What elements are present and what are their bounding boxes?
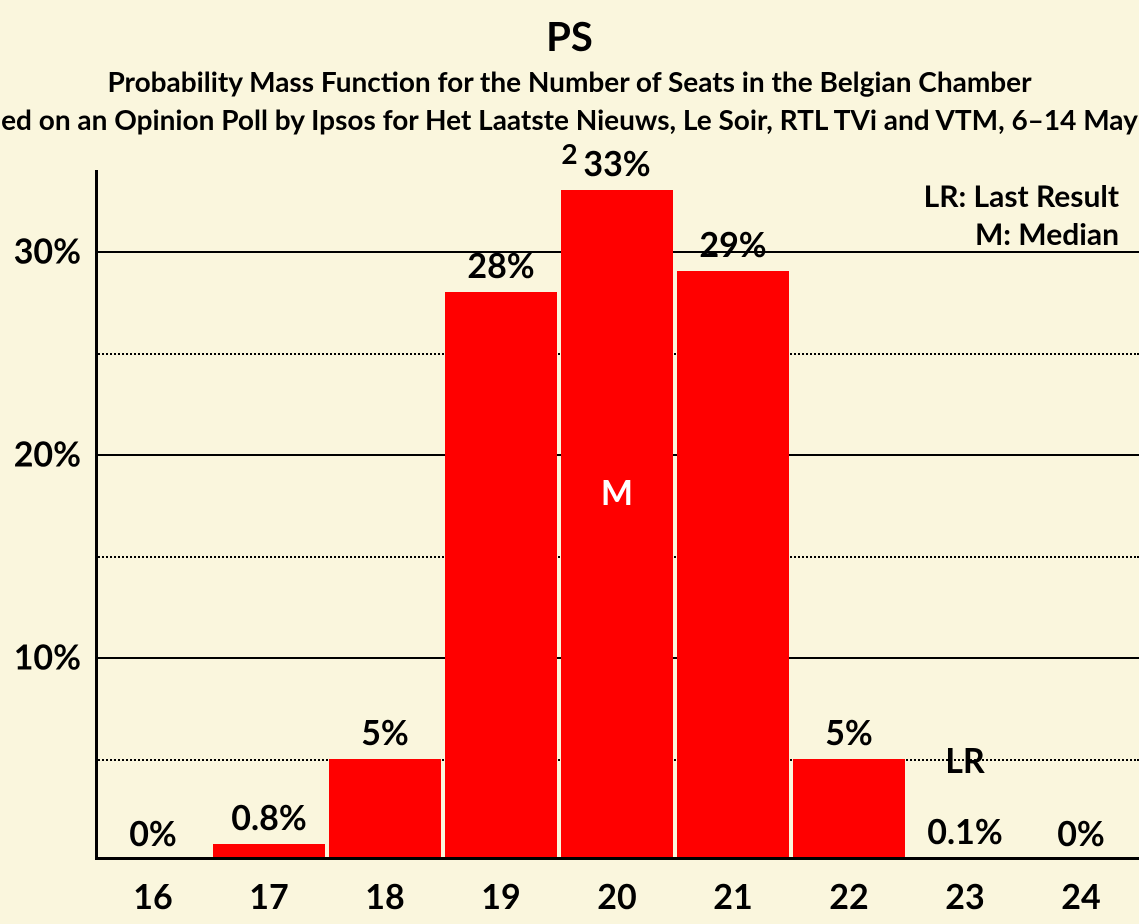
x-tick-label: 24 <box>1061 860 1100 917</box>
bar-value-label: 28% <box>467 245 534 286</box>
bar-value-label: 0.8% <box>231 797 306 838</box>
bar <box>793 759 906 860</box>
y-tick-label: 30% <box>14 231 95 272</box>
bar-value-label: 5% <box>361 712 409 753</box>
bar-value-label: 0.1% <box>927 811 1002 852</box>
x-axis <box>95 857 1139 860</box>
bar-value-label: 29% <box>699 224 766 265</box>
x-tick-label: 22 <box>829 860 868 917</box>
legend-lr: LR: Last Result <box>924 178 1119 214</box>
last-result-marker: LR <box>945 740 985 781</box>
x-tick-label: 21 <box>713 860 752 917</box>
bar-value-label: 33% <box>583 143 650 184</box>
bar <box>329 759 442 860</box>
y-tick-label: 20% <box>14 434 95 475</box>
legend-m: M: Median <box>975 216 1119 252</box>
chart-title: PS <box>0 12 1139 60</box>
bar-value-label: 0% <box>129 813 177 854</box>
chart-canvas: PS Probability Mass Function for the Num… <box>0 0 1139 924</box>
bar <box>561 190 674 860</box>
x-tick-label: 18 <box>365 860 404 917</box>
bar-value-label: 5% <box>825 712 873 753</box>
bar-value-label: 0% <box>1057 813 1105 854</box>
bar <box>445 292 558 860</box>
x-tick-label: 16 <box>133 860 172 917</box>
bar <box>677 271 790 860</box>
x-tick-label: 19 <box>481 860 520 917</box>
x-tick-label: 20 <box>597 860 636 917</box>
x-tick-label: 17 <box>249 860 288 917</box>
y-tick-label: 10% <box>14 637 95 678</box>
chart-subtitle-2: ed on an Opinion Poll by Ipsos for Het L… <box>0 102 1139 170</box>
plot-area: 10%20%30%0%160.8%175%1828%1933%2029%215%… <box>95 170 1139 860</box>
median-marker: M <box>601 472 633 513</box>
y-axis <box>95 170 98 860</box>
chart-subtitle-1: Probability Mass Function for the Number… <box>0 64 1139 98</box>
x-tick-label: 23 <box>945 860 984 917</box>
